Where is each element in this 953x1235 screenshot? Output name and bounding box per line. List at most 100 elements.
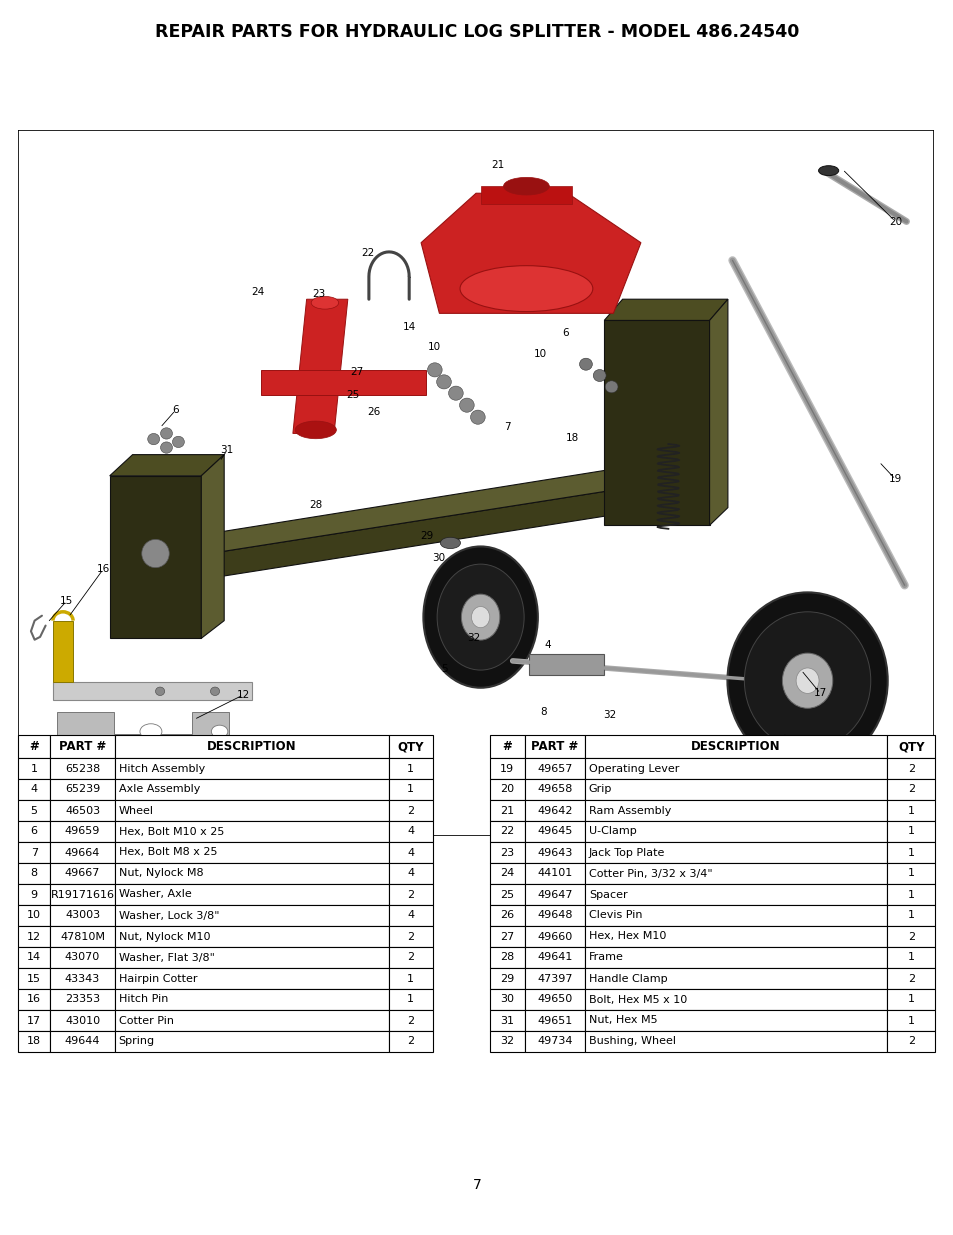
Ellipse shape bbox=[172, 436, 184, 447]
Text: 26: 26 bbox=[499, 910, 514, 920]
Bar bbox=[18, 821, 51, 842]
Bar bbox=[584, 968, 886, 989]
Text: Hairpin Cotter: Hairpin Cotter bbox=[118, 973, 197, 983]
Ellipse shape bbox=[155, 687, 165, 695]
Bar bbox=[490, 947, 524, 968]
Text: Ram Assembly: Ram Assembly bbox=[588, 805, 671, 815]
Bar bbox=[18, 735, 51, 758]
Text: 2: 2 bbox=[407, 889, 414, 899]
Bar bbox=[490, 884, 524, 905]
Bar bbox=[388, 989, 433, 1010]
Text: 6: 6 bbox=[172, 405, 179, 415]
Polygon shape bbox=[165, 462, 659, 561]
Bar bbox=[388, 842, 433, 863]
Polygon shape bbox=[260, 369, 425, 395]
Bar bbox=[490, 758, 524, 779]
Bar bbox=[584, 758, 886, 779]
Text: Nut, Hex M5: Nut, Hex M5 bbox=[588, 1015, 657, 1025]
Bar bbox=[114, 800, 388, 821]
Bar bbox=[388, 800, 433, 821]
Text: Nut, Nylock M10: Nut, Nylock M10 bbox=[118, 931, 210, 941]
Text: 49642: 49642 bbox=[537, 805, 572, 815]
Text: 47810M: 47810M bbox=[60, 931, 105, 941]
Text: 32: 32 bbox=[602, 710, 616, 720]
Bar bbox=[51, 842, 114, 863]
Bar bbox=[388, 905, 433, 926]
Bar bbox=[18, 842, 51, 863]
Ellipse shape bbox=[211, 687, 219, 695]
Text: 32: 32 bbox=[499, 1036, 514, 1046]
Ellipse shape bbox=[160, 427, 172, 440]
Bar bbox=[524, 758, 584, 779]
Text: 1: 1 bbox=[906, 910, 914, 920]
Text: 4: 4 bbox=[407, 868, 414, 878]
Text: 25: 25 bbox=[499, 889, 514, 899]
Text: 1: 1 bbox=[407, 994, 414, 1004]
Text: 23353: 23353 bbox=[65, 994, 100, 1004]
Text: 1: 1 bbox=[906, 826, 914, 836]
Ellipse shape bbox=[440, 537, 460, 548]
Polygon shape bbox=[420, 193, 640, 314]
Text: Hitch Pin: Hitch Pin bbox=[118, 994, 168, 1004]
Bar bbox=[524, 968, 584, 989]
Text: 1: 1 bbox=[906, 994, 914, 1004]
Bar bbox=[490, 779, 524, 800]
Text: 49645: 49645 bbox=[537, 826, 572, 836]
Text: 28: 28 bbox=[499, 952, 514, 962]
Text: 4: 4 bbox=[543, 641, 550, 651]
Bar bbox=[388, 779, 433, 800]
Bar bbox=[114, 821, 388, 842]
Text: 20: 20 bbox=[888, 216, 902, 226]
Text: 2: 2 bbox=[906, 1036, 914, 1046]
Bar bbox=[114, 735, 388, 758]
Text: 18: 18 bbox=[27, 1036, 41, 1046]
Text: 1: 1 bbox=[906, 847, 914, 857]
Text: 43003: 43003 bbox=[65, 910, 100, 920]
Bar bbox=[886, 779, 934, 800]
Text: 65239: 65239 bbox=[65, 784, 100, 794]
Bar bbox=[524, 1031, 584, 1052]
Ellipse shape bbox=[727, 593, 887, 769]
Text: 31: 31 bbox=[220, 446, 233, 456]
Text: 49643: 49643 bbox=[537, 847, 572, 857]
Text: 43343: 43343 bbox=[65, 973, 100, 983]
Bar bbox=[51, 735, 114, 758]
Bar bbox=[114, 926, 388, 947]
Bar bbox=[584, 735, 886, 758]
Bar bbox=[524, 821, 584, 842]
Polygon shape bbox=[603, 299, 727, 320]
Text: Operating Lever: Operating Lever bbox=[588, 763, 679, 773]
Text: 2: 2 bbox=[906, 931, 914, 941]
Bar bbox=[584, 842, 886, 863]
Text: 4: 4 bbox=[407, 910, 414, 920]
Text: R19171616: R19171616 bbox=[51, 889, 114, 899]
Bar bbox=[490, 905, 524, 926]
Text: Frame: Frame bbox=[588, 952, 623, 962]
Text: Spring: Spring bbox=[118, 1036, 154, 1046]
Bar bbox=[114, 989, 388, 1010]
Text: 1: 1 bbox=[407, 763, 414, 773]
Text: 1: 1 bbox=[407, 973, 414, 983]
Bar bbox=[584, 779, 886, 800]
Text: 2: 2 bbox=[906, 973, 914, 983]
Text: 29: 29 bbox=[499, 973, 514, 983]
Bar bbox=[18, 905, 51, 926]
Text: 49667: 49667 bbox=[65, 868, 100, 878]
Bar bbox=[886, 863, 934, 884]
Bar bbox=[114, 863, 388, 884]
Bar bbox=[51, 968, 114, 989]
Ellipse shape bbox=[148, 433, 159, 445]
Polygon shape bbox=[201, 454, 224, 638]
Text: 2: 2 bbox=[906, 763, 914, 773]
Text: Clevis Pin: Clevis Pin bbox=[588, 910, 641, 920]
Bar bbox=[490, 1010, 524, 1031]
Text: REPAIR PARTS FOR HYDRAULIC LOG SPLITTER - MODEL 486.24540: REPAIR PARTS FOR HYDRAULIC LOG SPLITTER … bbox=[154, 23, 799, 41]
Bar bbox=[584, 884, 886, 905]
Bar bbox=[18, 758, 51, 779]
Bar bbox=[18, 1010, 51, 1031]
Text: 24: 24 bbox=[499, 868, 514, 878]
Bar bbox=[490, 1031, 524, 1052]
Bar bbox=[114, 758, 388, 779]
Bar bbox=[114, 947, 388, 968]
Ellipse shape bbox=[436, 564, 523, 671]
